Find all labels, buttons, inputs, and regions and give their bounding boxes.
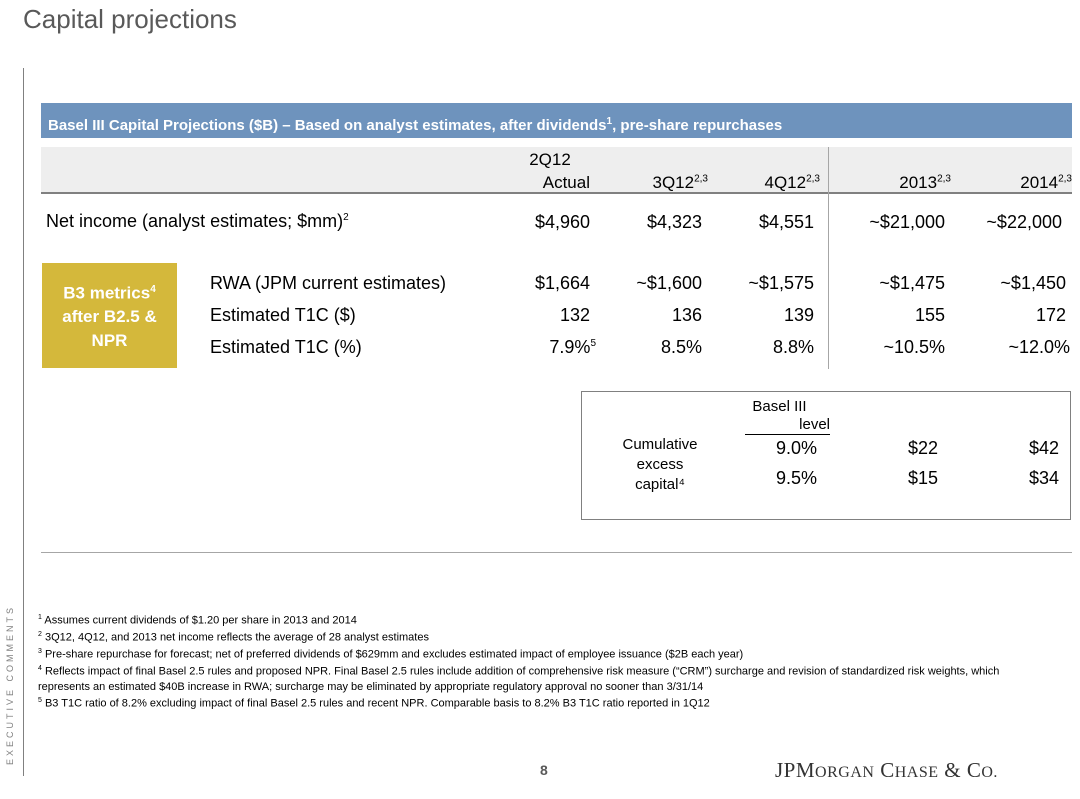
page-title: Capital projections — [23, 4, 237, 34]
excess-capital-label: Cumulative excess capital⁴ — [622, 436, 698, 493]
basel-level-value: 9.0% — [775, 438, 817, 458]
net-income-value: $4,551 — [758, 212, 814, 232]
footnote-ref: 4 — [150, 283, 156, 295]
metric-value: ~$1,450 — [1000, 273, 1066, 293]
footnote: 3 Pre-share repurchase for forecast; net… — [38, 648, 744, 661]
footnote-ref: 2,3 — [806, 173, 820, 185]
metric-value: ~$1,475 — [879, 273, 945, 293]
company-logo: JPMORGAN CHASE & CO. — [775, 758, 998, 782]
column-header: Actual — [542, 173, 590, 192]
column-header: 3Q122,3 — [652, 173, 709, 192]
metric-value: 132 — [559, 305, 590, 325]
footnote: 2 3Q12, 4Q12, and 2013 net income reflec… — [38, 631, 429, 644]
divider — [41, 552, 1072, 553]
footnote-ref: 2,3 — [937, 173, 951, 185]
footnote: 1 Assumes current dividends of $1.20 per… — [38, 614, 357, 627]
metric-value: 172 — [1035, 305, 1066, 325]
metric-value: 136 — [671, 305, 702, 325]
metric-value: 155 — [914, 305, 945, 325]
footnote: 5 B3 T1C ratio of 8.2% excluding impact … — [38, 697, 710, 710]
footnote-ref: 2,3 — [694, 173, 708, 185]
excess-2013-value: $22 — [907, 438, 938, 458]
metric-value: 139 — [783, 305, 814, 325]
b3-line3: NPR — [91, 331, 128, 351]
metric-value: 8.5% — [660, 337, 702, 357]
metric-value: $1,664 — [534, 273, 590, 293]
basel-level-header: Basel III level — [745, 398, 830, 435]
b3-line2: after B2.5 & — [62, 307, 157, 327]
metric-label: Estimated T1C (%) — [210, 337, 362, 357]
excess-capital-box — [581, 391, 1071, 520]
column-header-line1: 2Q12 — [529, 150, 571, 169]
net-income-value: $4,960 — [534, 212, 590, 232]
metric-value: ~$1,575 — [748, 273, 814, 293]
column-header: 20142,3 — [1020, 173, 1072, 192]
net-income-label: Net income (analyst estimates; $mm)2 — [46, 211, 349, 231]
table-title-bar: Basel III Capital Projections ($B) – Bas… — [41, 103, 1072, 138]
column-header: 20132,3 — [899, 173, 951, 192]
net-income-value: $4,323 — [646, 212, 702, 232]
footnote-ref: 1 — [606, 116, 613, 127]
excess-2014-value: $42 — [1028, 438, 1059, 458]
column-header-band — [41, 147, 1072, 194]
b3-line1: B3 metrics — [63, 283, 151, 303]
footnote: 4 Reflects impact of final Basel 2.5 rul… — [38, 665, 1000, 693]
metric-value: ~12.0% — [1008, 337, 1070, 357]
net-income-value: ~$21,000 — [869, 212, 945, 232]
footnote-ref: 2,3 — [1058, 173, 1072, 185]
page-number: 8 — [540, 762, 548, 778]
footnotes: 1 Assumes current dividends of $1.20 per… — [38, 611, 1038, 711]
column-divider — [828, 147, 829, 369]
metric-value: 7.9%5 — [549, 337, 596, 357]
b3-metrics-box: B3 metrics4 after B2.5 & NPR — [42, 263, 177, 368]
column-header: 4Q122,3 — [764, 173, 821, 192]
excess-2014-value: $34 — [1028, 468, 1059, 488]
metric-label: RWA (JPM current estimates) — [210, 273, 447, 293]
metric-value: 8.8% — [772, 337, 814, 357]
excess-2013-value: $15 — [907, 468, 938, 488]
left-rule — [23, 68, 24, 776]
table-title-tail: , pre-share repurchases — [612, 117, 783, 134]
basel-level-value: 9.5% — [775, 468, 817, 488]
metric-label: Estimated T1C ($) — [210, 305, 356, 325]
metric-value: ~$1,600 — [636, 273, 702, 293]
table-title: Basel III Capital Projections ($B) – Bas… — [48, 117, 607, 134]
side-label: EXECUTIVE COMMENTS — [5, 605, 15, 766]
net-income-value: ~$22,000 — [986, 212, 1062, 232]
metric-value: ~10.5% — [883, 337, 945, 357]
